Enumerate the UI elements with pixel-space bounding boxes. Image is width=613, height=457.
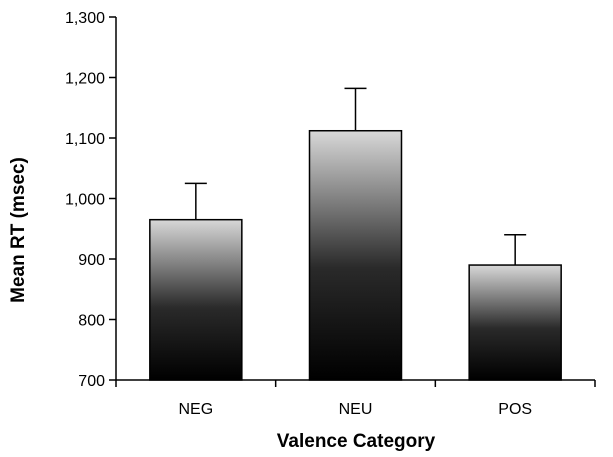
y-axis-title: Mean RT (msec)	[8, 157, 29, 303]
y-tick-label: 900	[78, 252, 105, 269]
y-tick-label: 1,100	[65, 131, 105, 148]
error-bars	[184, 87, 527, 266]
x-tick-label: NEG	[178, 401, 213, 418]
bars	[149, 129, 562, 381]
x-tick-label: NEU	[339, 401, 373, 418]
x-tick-label: POS	[498, 401, 532, 418]
bar-pos	[468, 264, 562, 381]
x-axis-ticks: NEG NEU POS	[115, 380, 596, 418]
bar-neg	[149, 218, 243, 381]
y-axis-ticks: 700 800 900 1,000 1,100 1,200 1,300	[65, 10, 116, 390]
y-tick-label: 700	[78, 373, 105, 390]
y-tick-label: 1,300	[65, 10, 105, 27]
y-tick-label: 800	[78, 313, 105, 330]
y-tick-label: 1,000	[65, 192, 105, 209]
x-axis-title: Valence Category	[277, 431, 436, 452]
bar-neu	[308, 129, 403, 381]
y-tick-label: 1,200	[65, 71, 105, 88]
